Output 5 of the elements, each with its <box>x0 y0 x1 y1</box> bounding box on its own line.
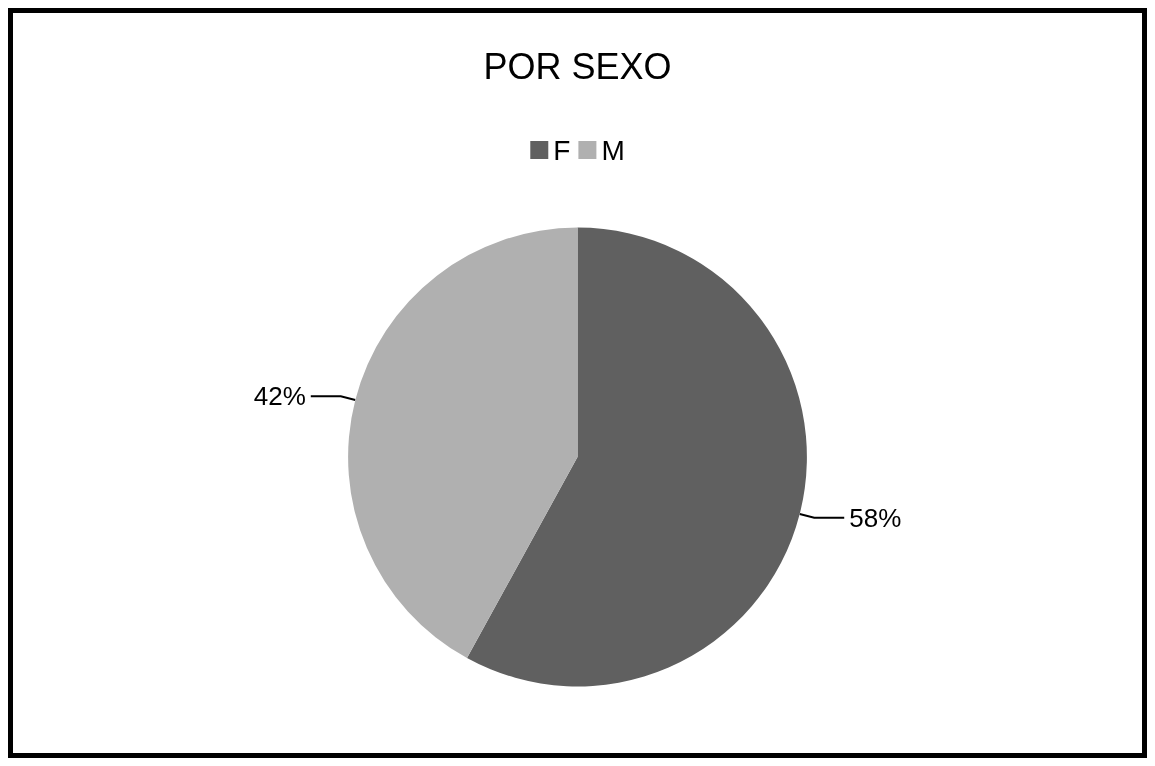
data-label: 58% <box>849 502 902 533</box>
legend-label: F <box>553 134 571 166</box>
data-label: 42% <box>253 381 306 412</box>
chart-title: POR SEXO <box>483 45 672 87</box>
legend-label: M <box>601 134 625 166</box>
